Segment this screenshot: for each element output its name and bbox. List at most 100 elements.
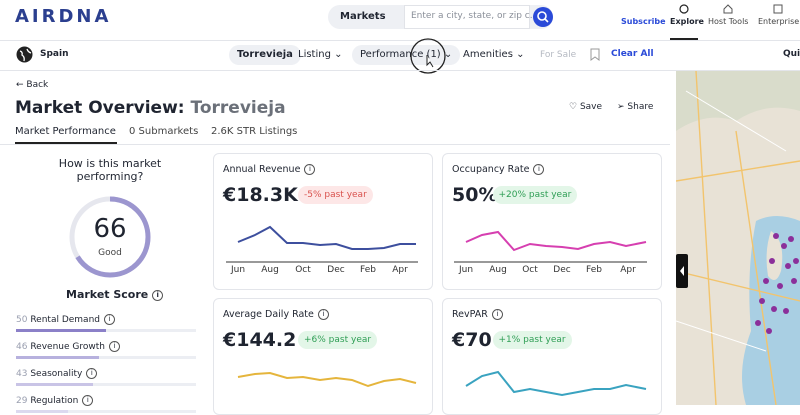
score-bar	[16, 410, 69, 413]
score-track	[16, 383, 196, 386]
divider	[0, 40, 800, 41]
card-value: €18.3K	[223, 184, 298, 206]
listing-dots	[755, 233, 799, 334]
back-link[interactable]: ← Back	[16, 80, 49, 90]
explore-icon	[679, 4, 689, 14]
change-badge: -5% past year	[298, 186, 373, 204]
nav-underline	[670, 38, 698, 40]
chip-label: Performance (1)	[360, 49, 441, 60]
enterprise-icon	[773, 4, 783, 14]
logo[interactable]: AIRDNA	[15, 6, 112, 27]
score-row: 46 Revenue Growth i	[16, 341, 120, 352]
tab-underline	[15, 142, 117, 144]
search-input[interactable]	[404, 5, 530, 29]
info-icon[interactable]: i	[108, 341, 120, 352]
month-label: Feb	[360, 265, 376, 275]
page: { "header": { "logo": "AIRDNA", "search_…	[0, 4, 800, 415]
chip-amenities[interactable]: Amenities ⌄	[463, 49, 525, 60]
host-tools-icon	[723, 4, 733, 14]
chip-market[interactable]: Torrevieja	[229, 45, 301, 65]
score-row: 50 Rental Demand i	[16, 314, 115, 325]
row-score: 46	[16, 342, 28, 352]
row-score: 29	[16, 396, 28, 406]
score-value: 66	[93, 214, 127, 244]
info-icon[interactable]: i	[317, 309, 329, 320]
nav-explore[interactable]: Explore	[670, 17, 704, 26]
question-line: How is this market	[58, 157, 162, 170]
month-label: Aug	[489, 265, 507, 275]
question-line: performing?	[76, 170, 144, 183]
share-button[interactable]: ➢ Share	[617, 102, 654, 112]
month-label: Dec	[553, 265, 571, 275]
row-score: 50	[16, 315, 28, 325]
info-icon[interactable]: i	[86, 368, 98, 379]
change-badge: +1% past year	[492, 331, 572, 349]
score-rating: Good	[98, 248, 122, 258]
metric-card[interactable]	[442, 153, 662, 290]
score-bar	[16, 356, 99, 359]
title-prefix: Market Overview:	[15, 98, 185, 118]
card-value: €144.2	[223, 329, 297, 351]
nav-enterprise[interactable]: Enterprise	[758, 17, 800, 26]
country[interactable]: Spain	[40, 49, 69, 59]
info-icon[interactable]: i	[152, 289, 164, 301]
info-icon[interactable]: i	[82, 395, 94, 406]
score-row: 29 Regulation i	[16, 395, 94, 406]
card-title: Annual Revenue i	[223, 164, 316, 175]
save-label: Save	[579, 102, 603, 112]
save-button[interactable]: ♡ Save	[569, 102, 603, 112]
for-sale[interactable]: For Sale	[540, 50, 577, 60]
chip-listing[interactable]: Listing ⌄	[298, 49, 343, 60]
month-label: Oct	[522, 265, 538, 275]
chip-performance[interactable]: Performance (1) ⌄	[352, 45, 461, 65]
month-label: Dec	[327, 265, 345, 275]
month-label: Feb	[586, 265, 602, 275]
score-row: 43 Seasonality i	[16, 368, 98, 379]
cursor-highlight	[410, 38, 446, 74]
info-icon[interactable]: i	[533, 164, 545, 175]
bookmark-icon[interactable]	[589, 48, 601, 61]
score-bar	[16, 383, 94, 386]
score-gauge	[69, 196, 151, 278]
row-label: Rental Demand	[30, 315, 100, 325]
divider	[0, 70, 800, 71]
search-button[interactable]	[532, 6, 554, 28]
page-title: Market Overview: Torrevieja	[15, 98, 286, 118]
subscribe-link[interactable]: Subscribe	[621, 17, 666, 26]
row-label: Regulation	[30, 396, 79, 406]
tab-performance[interactable]: Market Performance	[15, 126, 116, 137]
month-label: Apr	[620, 265, 636, 275]
card-value: €70	[452, 329, 492, 351]
card-value: 50%	[452, 184, 498, 206]
info-icon[interactable]: i	[304, 164, 316, 175]
month-label: Apr	[392, 265, 408, 275]
score-bar	[16, 329, 106, 332]
card-title-text: Occupancy Rate	[452, 164, 530, 175]
chip-label: Listing	[298, 49, 331, 60]
score-question: How is this market performing?	[0, 157, 220, 183]
divider	[0, 144, 670, 145]
info-icon[interactable]: i	[104, 314, 115, 325]
score-label: Market Score i	[66, 288, 164, 301]
quick-filters[interactable]: Qui	[783, 49, 800, 59]
row-label: Revenue Growth	[30, 342, 105, 352]
nav-host-tools[interactable]: Host Tools	[708, 17, 749, 26]
month-label: Jun	[230, 265, 246, 275]
globe-icon	[16, 46, 33, 63]
metric-card[interactable]	[213, 153, 433, 290]
card-title-text: RevPAR	[452, 309, 488, 320]
card-title: Occupancy Rate i	[452, 164, 545, 175]
change-badge: +6% past year	[298, 331, 378, 349]
search-placeholder: Enter a city, state, or zip c...	[411, 11, 539, 21]
change-badge: +20% past year	[492, 186, 578, 204]
map[interactable]	[676, 71, 800, 405]
month-label: Oct	[295, 265, 311, 275]
info-icon[interactable]: i	[491, 309, 503, 320]
search-type[interactable]: Markets	[340, 11, 386, 22]
clear-all[interactable]: Clear All	[611, 49, 654, 59]
card-title: Average Daily Rate i	[223, 309, 329, 320]
title-market: Torrevieja	[190, 98, 286, 118]
tab-submarkets[interactable]: 0 Submarkets	[129, 126, 199, 137]
tab-listings[interactable]: 2.6K STR Listings	[211, 126, 298, 137]
chip-label: Amenities	[463, 49, 513, 60]
